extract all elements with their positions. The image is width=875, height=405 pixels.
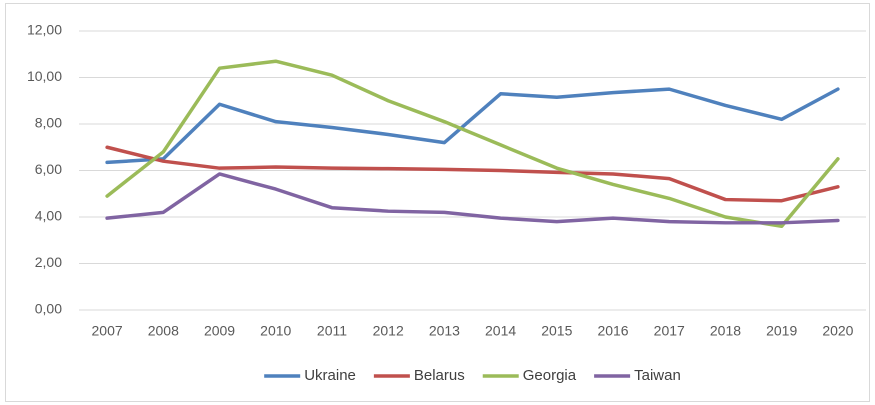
x-tick-label: 2019	[766, 323, 797, 339]
x-tick-label: 2010	[260, 323, 291, 339]
x-tick-label: 2017	[654, 323, 685, 339]
legend-label: Taiwan	[634, 367, 681, 384]
y-tick-label: 0,00	[35, 301, 62, 317]
x-tick-label: 2011	[317, 323, 347, 339]
x-tick-label: 2013	[429, 323, 460, 339]
legend: Ukraine Belarus Georgia Taiwan	[264, 367, 681, 384]
series-line	[105, 145, 840, 203]
y-tick-label: 12,00	[27, 22, 62, 38]
x-tick-label: 2012	[373, 323, 404, 339]
x-tick-label: 2009	[204, 323, 235, 339]
x-tick-label: 2016	[597, 323, 628, 339]
x-tick-label: 2015	[541, 323, 572, 339]
y-tick-label: 2,00	[35, 254, 62, 270]
legend-label: Georgia	[523, 367, 577, 384]
y-tick-label: 10,00	[27, 68, 62, 84]
x-tick-label: 2008	[148, 323, 179, 339]
x-tick-label: 2007	[92, 323, 123, 339]
x-tick-label: 2020	[822, 323, 853, 339]
plot	[105, 59, 840, 229]
x-tick-label: 2014	[485, 323, 516, 339]
chart-border	[5, 3, 870, 402]
x-tick-label: 2018	[710, 323, 741, 339]
y-tick-label: 8,00	[35, 115, 62, 131]
legend-label: Belarus	[414, 367, 465, 384]
series-line	[105, 87, 840, 165]
y-tick-label: 4,00	[35, 208, 62, 224]
y-tick-label: 6,00	[35, 161, 62, 177]
series-line	[105, 59, 840, 229]
series-line	[105, 172, 840, 225]
legend-label: Ukraine	[304, 367, 356, 384]
